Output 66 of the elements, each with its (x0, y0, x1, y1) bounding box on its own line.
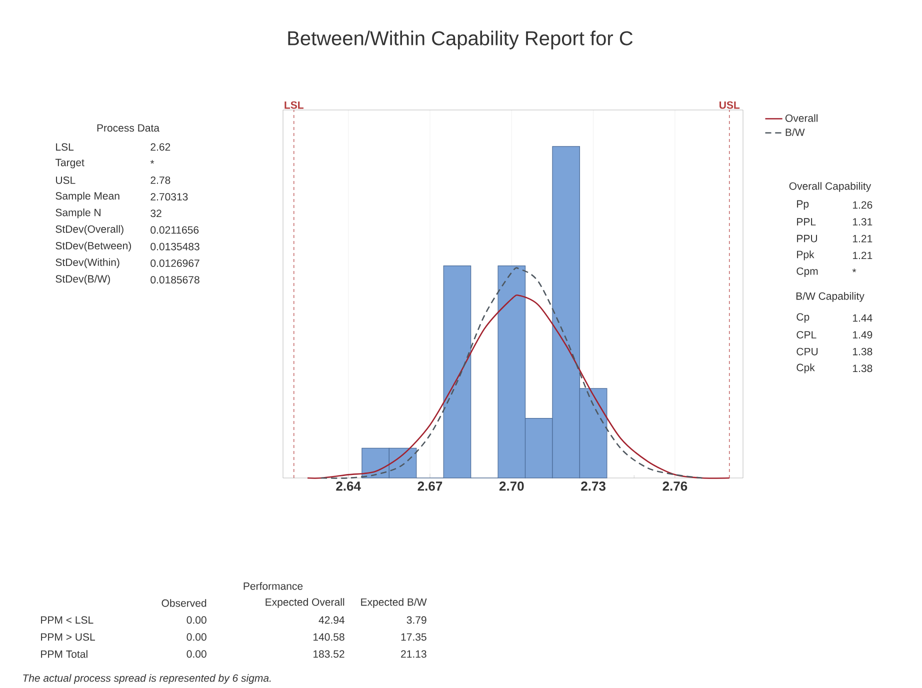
text: 183.52 (313, 650, 344, 658)
legend-label: B/W (786, 128, 805, 136)
x-tick-label: 2.70 (499, 482, 524, 491)
chart-title: Between/Within Capability Report for C (288, 30, 633, 50)
text: 0.0211656 (150, 226, 199, 234)
text: Pp (797, 200, 809, 210)
text: 140.58 (313, 633, 344, 641)
text: StDev(Overall) (56, 225, 124, 235)
text: 2.70313 (150, 193, 188, 201)
text: 0.0135483 (150, 242, 200, 250)
text: Target (55, 158, 84, 168)
text: 1.31 (853, 218, 872, 226)
text: CPU (796, 348, 818, 356)
text: 0.0185678 (150, 276, 200, 284)
text: 17.35 (401, 633, 426, 641)
text: 1.38 (853, 348, 872, 356)
text: Cp (796, 313, 810, 323)
text: 32 (150, 210, 162, 218)
text: Observed (162, 599, 206, 607)
text: Expected Overall (266, 598, 344, 608)
x-tick-label: 2.64 (336, 482, 361, 491)
text: 1.21 (853, 234, 872, 242)
text: StDev(B/W) (56, 274, 110, 285)
text: Ppk (797, 250, 814, 260)
text: PPL (797, 218, 816, 226)
text: Overall Capability (789, 182, 872, 192)
text: USL (56, 176, 76, 184)
ref-line-label: LSL (284, 101, 304, 109)
text: 1.21 (853, 252, 872, 260)
text: CPL (796, 331, 816, 339)
x-tick-label: 2.76 (662, 482, 688, 491)
text: B/W Capability (796, 292, 864, 302)
text: 0.00 (186, 650, 206, 658)
legend-label: Overall (785, 114, 818, 122)
text: * (150, 160, 154, 164)
text: 1.44 (853, 314, 872, 322)
x-tick-label: 2.73 (581, 482, 606, 491)
text: * (852, 268, 856, 272)
text: PPM > USL (41, 633, 95, 641)
text: LSL (56, 143, 74, 151)
text: Sample Mean (56, 192, 120, 202)
text: 1.38 (853, 364, 872, 372)
text: 1.49 (853, 331, 872, 339)
text: Performance (244, 582, 303, 590)
text: Process Data (97, 124, 160, 132)
text: 42.94 (318, 616, 344, 624)
text: 2.78 (150, 176, 170, 184)
text: PPM Total (41, 650, 88, 658)
text: The actual process spread is represented by 6 sigma. (23, 674, 271, 684)
text: 2.62 (150, 143, 170, 151)
x-tick-label: 2.67 (418, 482, 442, 491)
text: 1.26 (853, 201, 872, 209)
text: StDev(Between) (56, 242, 131, 252)
text: 0.0126967 (150, 259, 200, 267)
text: 3.79 (406, 616, 426, 624)
text: PPM < LSL (41, 616, 94, 624)
text: 0.00 (186, 633, 206, 641)
text: StDev(Within) (56, 258, 120, 268)
text: Cpm (796, 267, 818, 277)
ref-line-label: USL (720, 101, 740, 109)
text: Expected B/W (361, 598, 427, 608)
text: Cpk (796, 363, 815, 374)
text: PPU (797, 234, 817, 242)
text: 0.00 (186, 616, 206, 624)
text: 21.13 (401, 650, 426, 658)
text: Sample N (56, 208, 100, 218)
